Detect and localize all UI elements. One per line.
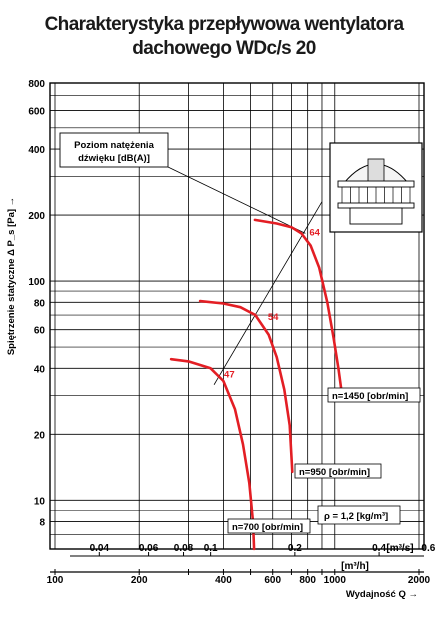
x-tick-label-m3s: 0.4	[372, 543, 386, 554]
sound-level-label: 54	[268, 312, 279, 323]
y-tick-label: 600	[28, 106, 45, 117]
x-tick-label-m3s: 0.2	[288, 543, 302, 554]
x-tick-label-m3h: 400	[215, 575, 232, 586]
x-tick-label-m3s: 0.1	[204, 543, 218, 554]
y-tick-label: 60	[34, 326, 46, 337]
x-unit-m3s: [m³/s]	[386, 543, 413, 554]
sound-box-line-2: dźwięku [dB(A)]	[78, 153, 150, 164]
sound-level-label: 64	[309, 227, 320, 238]
x-tick-label-m3h: 600	[264, 575, 281, 586]
x-tick-label-m3s: 0.08	[174, 543, 194, 554]
fan-curve-1	[198, 299, 294, 474]
y-tick-label: 8	[39, 518, 45, 529]
chart-title-line-2: dachowego WDc/s 20	[132, 38, 316, 59]
y-tick-label: 400	[28, 145, 45, 156]
y-tick-label: 100	[28, 277, 45, 288]
x-tick-label-m3s: 0.04	[90, 543, 110, 554]
series-label-box	[227, 518, 311, 534]
y-tick-label: 10	[34, 496, 46, 507]
fan-curve-2	[169, 357, 256, 551]
fan-ring-icon	[337, 180, 415, 188]
y-tick-label: 800	[28, 79, 45, 90]
series-label-box	[294, 463, 382, 479]
y-tick-label: 200	[28, 211, 45, 222]
series-label: n=1450 [obr/min]	[332, 391, 408, 402]
sound-reference-line	[213, 201, 323, 385]
x-tick-label-m3h: 800	[299, 575, 316, 586]
x-unit-m3h: [m³/h]	[341, 561, 369, 572]
series-label-box	[327, 387, 421, 403]
y-tick-label: 40	[34, 364, 46, 375]
fan-curb-icon	[349, 207, 403, 225]
fan-curves	[169, 218, 343, 551]
sound-box-leader	[167, 166, 306, 234]
y-tick-label: 20	[34, 430, 46, 441]
sound-box-line-1: Poziom natężenia	[74, 140, 154, 151]
series-label: n=700 [obr/min]	[232, 522, 303, 533]
x-tick-label-m3h: 2000	[408, 575, 431, 586]
x-tick-label-m3h: 1000	[324, 575, 347, 586]
density-label: ρ = 1,2 [kg/m³]	[324, 511, 388, 522]
x-tick-label-m3s: 0.06	[139, 543, 159, 554]
fan-curve-0	[253, 218, 343, 391]
x-axis-title: Wydajność Q →	[346, 589, 418, 600]
x-tick-label-m3s: 0.6	[421, 543, 435, 554]
x-tick-label-m3h: 200	[131, 575, 148, 586]
chart-grid	[49, 82, 425, 575]
series-label: n=950 [obr/min]	[299, 467, 370, 478]
y-tick-label: 80	[34, 298, 46, 309]
sound-level-label: 47	[224, 370, 235, 381]
chart-title-line-1: Charakterystyka przepływowa wentylatora	[44, 14, 404, 35]
density-box	[317, 505, 401, 525]
sound-level-lines	[167, 166, 323, 385]
x-tick-label-m3h: 100	[47, 575, 64, 586]
sound-level-box	[59, 132, 169, 168]
y-axis-title: Spiętrzenie statyczne Δ P_s [Pa] →	[6, 197, 17, 355]
chart-labels: 800 600 400 200 100 80 60 40 20 10 8 0.04 0.06 0.08 0.…	[6, 79, 436, 600]
fan-base-icon	[337, 202, 415, 209]
